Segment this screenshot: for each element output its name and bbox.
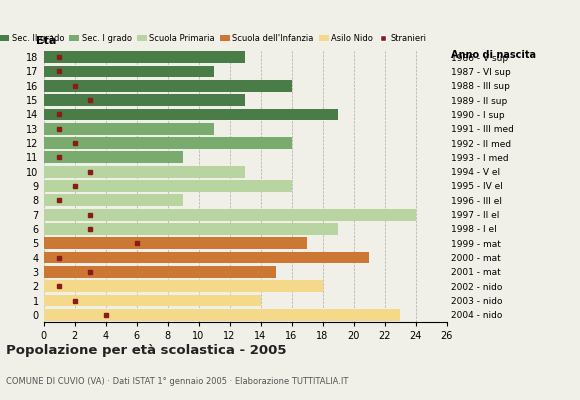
Bar xyxy=(44,51,245,63)
Legend: Sec. II grado, Sec. I grado, Scuola Primaria, Scuola dell'Infanzia, Asilo Nido, : Sec. II grado, Sec. I grado, Scuola Prim… xyxy=(0,34,426,43)
Bar xyxy=(44,180,292,192)
Text: Popolazione per età scolastica - 2005: Popolazione per età scolastica - 2005 xyxy=(6,344,287,357)
Bar xyxy=(44,266,276,278)
Bar xyxy=(44,295,260,306)
Text: Anno di nascita: Anno di nascita xyxy=(451,50,536,60)
Bar xyxy=(44,94,245,106)
Bar xyxy=(44,166,245,178)
Bar xyxy=(44,223,338,235)
Text: Età: Età xyxy=(36,36,56,46)
Bar xyxy=(44,209,416,220)
Bar xyxy=(44,252,369,264)
Bar xyxy=(44,108,338,120)
Bar xyxy=(44,80,292,92)
Bar xyxy=(44,280,322,292)
Bar xyxy=(44,152,183,163)
Bar xyxy=(44,309,400,321)
Bar xyxy=(44,123,214,135)
Text: COMUNE DI CUVIO (VA) · Dati ISTAT 1° gennaio 2005 · Elaborazione TUTTITALIA.IT: COMUNE DI CUVIO (VA) · Dati ISTAT 1° gen… xyxy=(6,377,348,386)
Bar xyxy=(44,66,214,77)
Bar xyxy=(44,194,183,206)
Bar xyxy=(44,237,307,249)
Bar xyxy=(44,137,292,149)
